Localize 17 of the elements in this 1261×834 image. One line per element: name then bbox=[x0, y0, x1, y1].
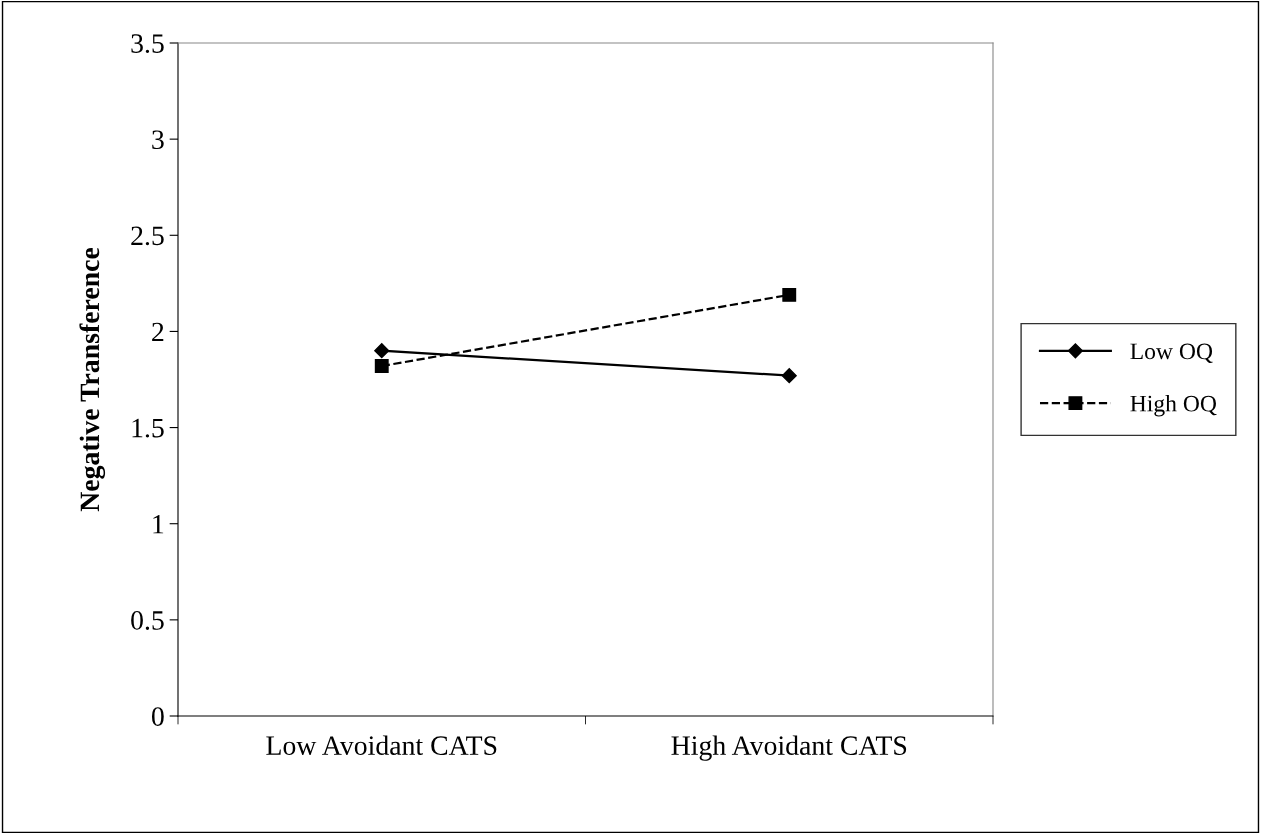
y-tick-label: 3.5 bbox=[131, 34, 164, 54]
x-tick-label: Low Avoidant CATS bbox=[266, 735, 497, 755]
y-tick-label: 2.5 bbox=[131, 226, 164, 246]
x-tick-label: High Avoidant CATS bbox=[671, 735, 907, 761]
point bbox=[374, 359, 389, 373]
legend-label: High OQ bbox=[1130, 394, 1217, 417]
point bbox=[782, 287, 797, 302]
point bbox=[374, 343, 390, 359]
y-tick-label: 3 bbox=[152, 130, 164, 150]
point bbox=[781, 368, 797, 384]
y-tick-label: 1 bbox=[153, 515, 164, 534]
y-tick-label: 1.5 bbox=[132, 418, 164, 438]
y-tick-label: 0.5 bbox=[131, 611, 164, 630]
y-axis-title: Negative Transference bbox=[79, 247, 106, 512]
y-tick-label: 2 bbox=[152, 322, 164, 342]
y-tick-label: 0 bbox=[151, 707, 164, 726]
legend-label: Low OQ bbox=[1130, 343, 1213, 363]
